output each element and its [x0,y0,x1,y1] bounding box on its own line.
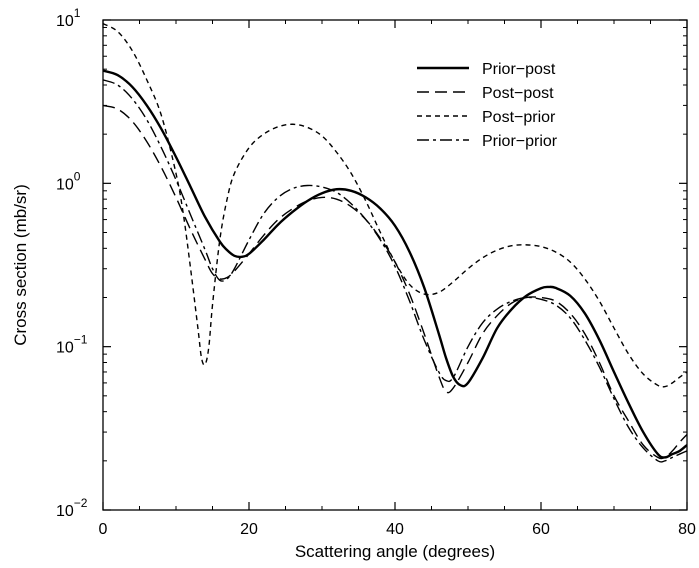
legend-label-prior-prior: Prior−prior [482,133,558,150]
x-axis-label: Scattering angle (degrees) [295,542,495,561]
x-tick-label: 20 [240,521,258,538]
y-tick-label: 10−2 [56,496,88,520]
legend-label-post-prior: Post−prior [482,109,556,126]
x-tick-label: 80 [678,521,696,538]
x-tick-label: 60 [532,521,550,538]
legend: Prior−post Post−post Post−prior Prior−prior [417,61,558,150]
x-tick-label: 40 [386,521,404,538]
y-tick-label: 100 [56,169,81,193]
x-tick-labels: 0 20 40 60 80 [99,521,696,538]
y-tick-labels: 10−2 10−1 100 101 [56,6,88,520]
series-line-prior-post [103,69,687,459]
legend-label-prior-post: Prior−post [482,61,556,78]
plot-frame [102,19,688,511]
y-tick-label: 101 [56,6,81,30]
series-line-post-prior [103,23,687,388]
x-tick-label: 0 [99,521,108,538]
axis-ticks [102,19,688,511]
series-lines [103,23,687,463]
series-line-prior-prior [103,79,687,463]
legend-label-post-post: Post−post [482,85,554,102]
plot-area [103,23,687,463]
y-axis-label: Cross section (mb/sr) [11,184,30,346]
series-line-post-post [103,104,687,460]
y-tick-label: 10−1 [56,333,88,357]
